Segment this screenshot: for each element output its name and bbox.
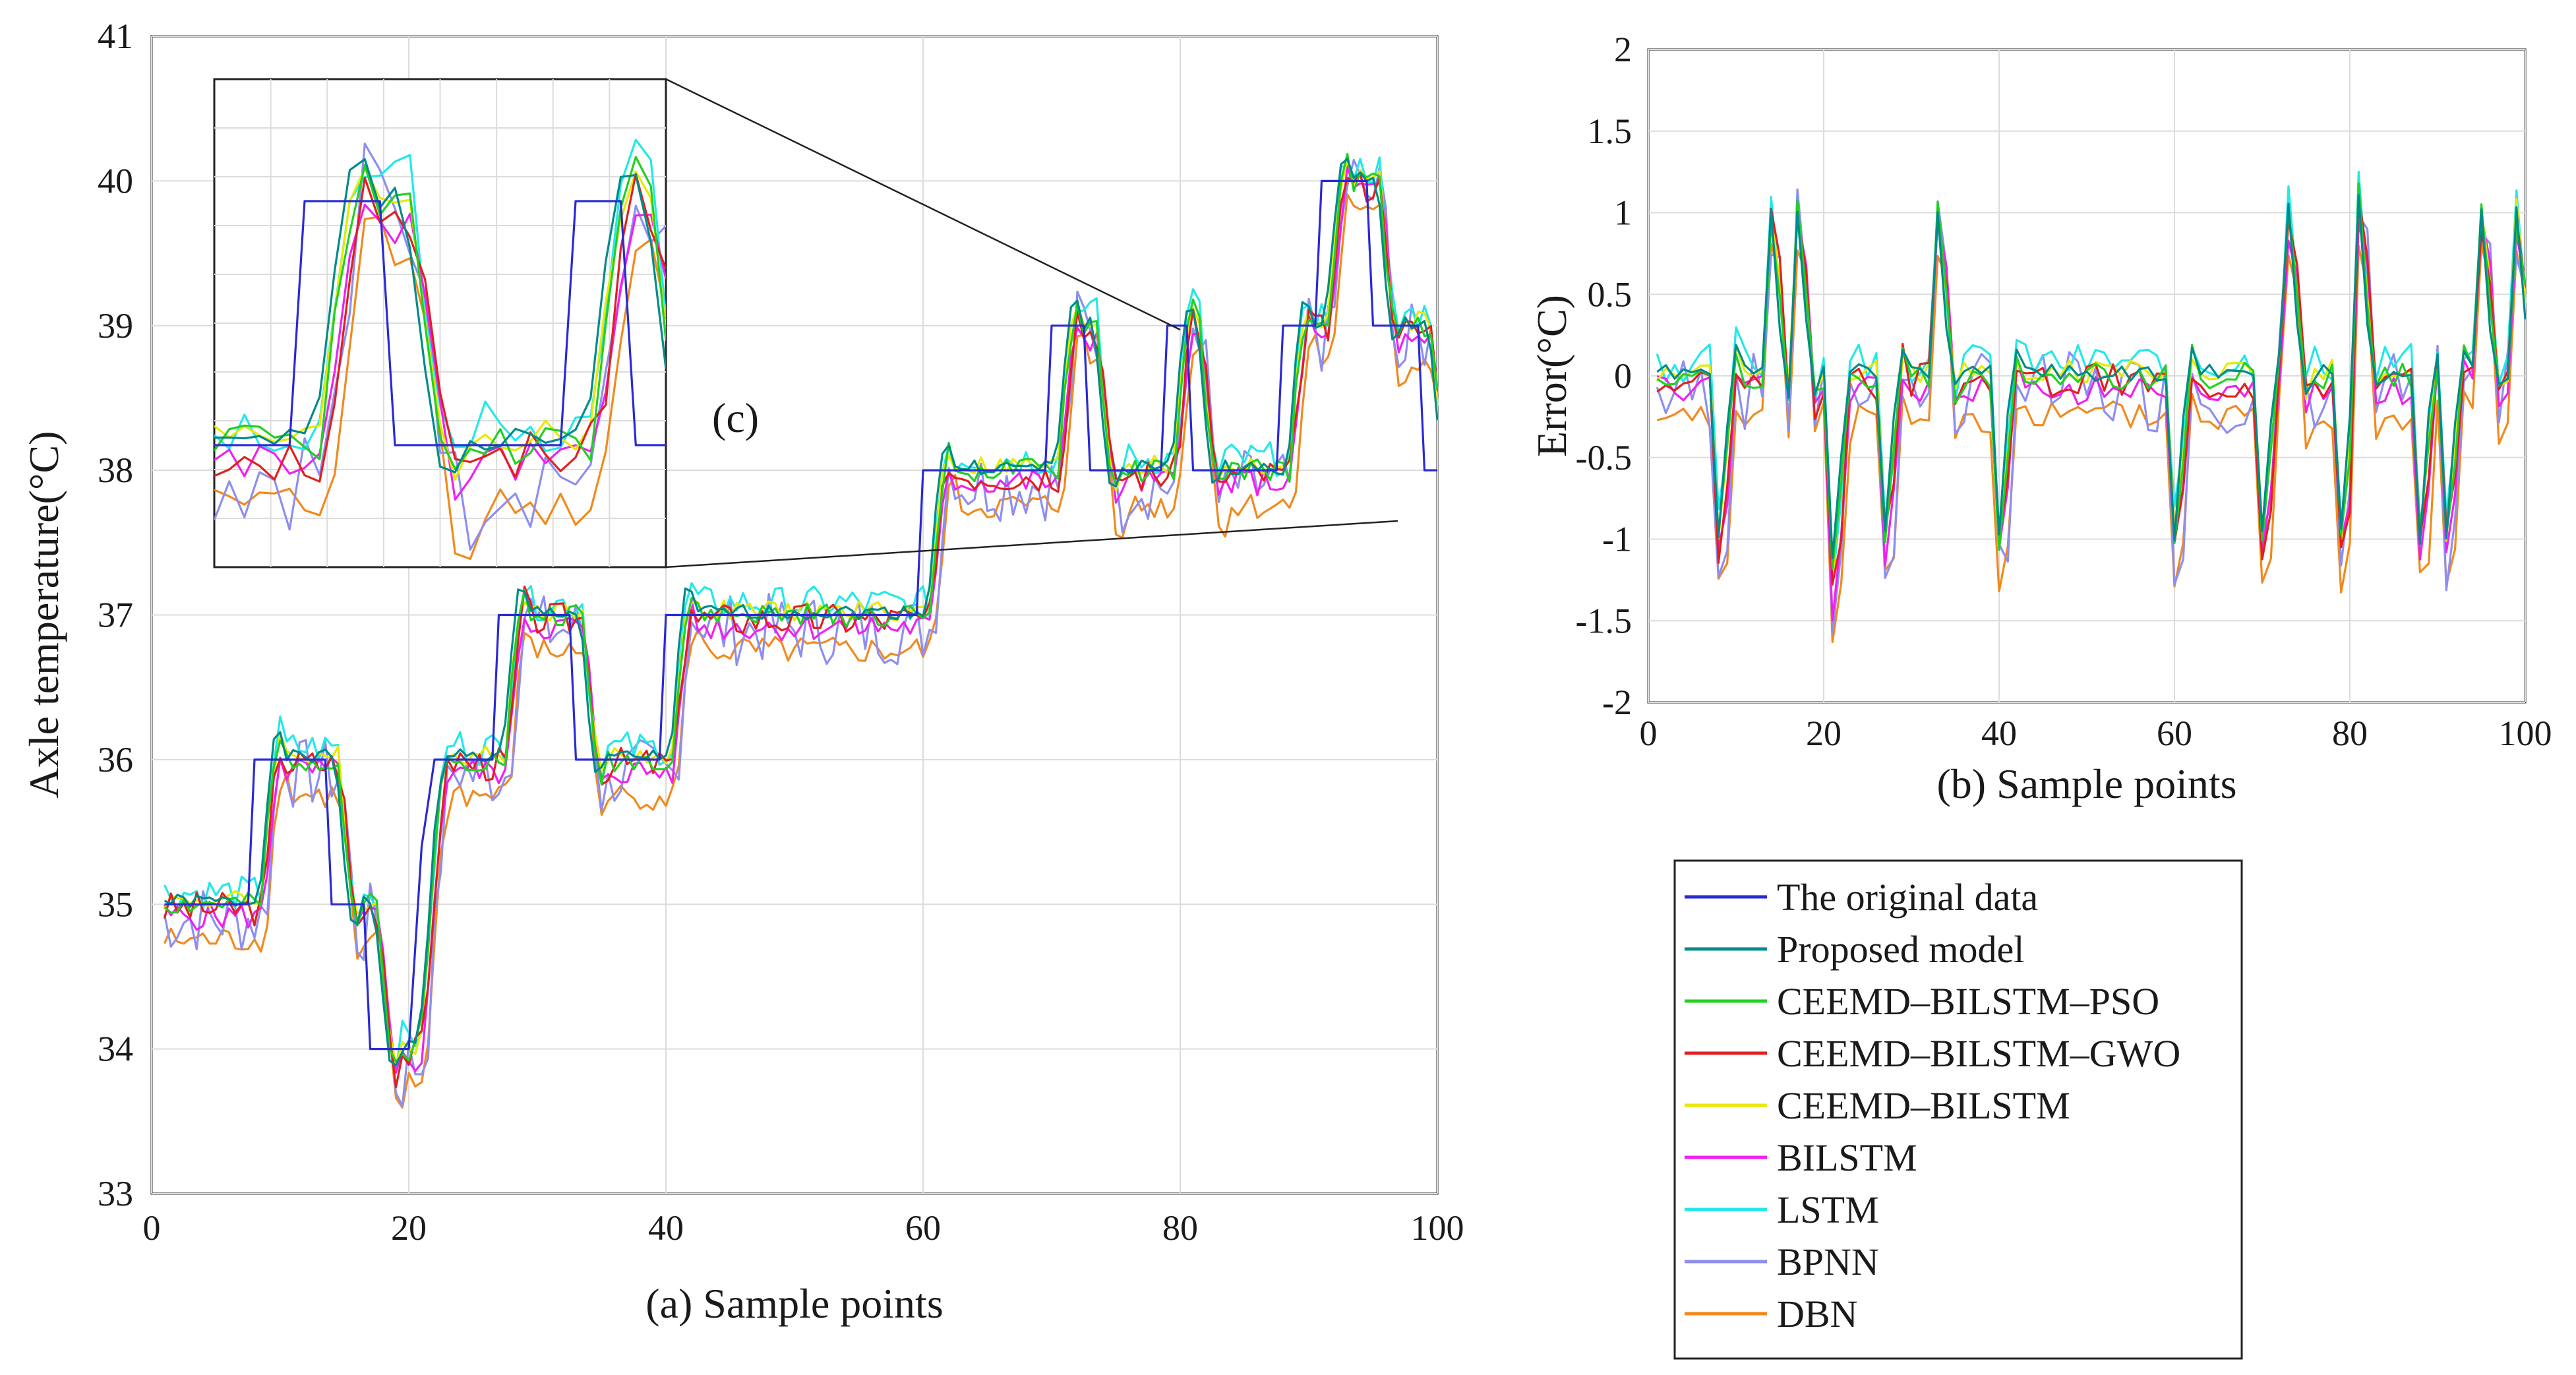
b-ytick-1: 1 [1614, 193, 1632, 233]
chart-b-xlabel: (b) Sample points [1936, 760, 2236, 807]
a-ytick-38: 38 [98, 450, 133, 490]
legend-entry: The original data [1685, 876, 2038, 919]
chart-a-temperature: 0 20 40 60 80 100 33 34 35 36 37 38 39 40 41 (a) Sampl… [20, 16, 1464, 1327]
b-ytick-0.5: 0.5 [1588, 274, 1632, 314]
b-xtick-20: 20 [1806, 714, 1842, 753]
legend-entries: The original data Proposed model CEEMD–BIL… [1685, 876, 2180, 1335]
inset-line-bpnn [214, 142, 666, 551]
a-xtick-40: 40 [648, 1208, 684, 1248]
b-ytick--0.5: -0.5 [1576, 438, 1632, 477]
chart-b-ylabel: Error(°C) [1528, 295, 1575, 457]
b-ytick--1.5: -1.5 [1576, 601, 1632, 640]
b-ytick-0: 0 [1614, 356, 1632, 396]
chart-b-error: 0 20 40 60 80 100 -2 -1.5 -1 -0.5 0 0.5 1 1.5 2 (b) Sa… [1528, 30, 2552, 807]
b-ytick-1.5: 1.5 [1588, 111, 1632, 151]
legend-label: Proposed model [1777, 928, 2024, 971]
b-line-proposed-model [1656, 194, 2527, 560]
legend-entry: BILSTM [1685, 1136, 1917, 1179]
a-ytick-34: 34 [98, 1029, 133, 1069]
a-xtick-20: 20 [391, 1208, 427, 1248]
legend-entry: CEEMD–BILSTM–GWO [1685, 1032, 2180, 1075]
chart-a-ylabel: Axle temperature(°C) [20, 431, 67, 799]
chart-a-xlabel: (a) Sample points [645, 1280, 943, 1327]
legend: The original data Proposed model CEEMD–BIL… [1673, 859, 2243, 1360]
legend-box [1673, 859, 2243, 1360]
legend-entry: LSTM [1685, 1188, 1879, 1231]
legend-label: CEEMD–BILSTM–GWO [1777, 1032, 2180, 1075]
inset-connector-bottom [665, 520, 1398, 568]
a-line-ceemd-bilstm-gwo [163, 171, 1439, 1089]
b-xtick-100: 100 [2499, 714, 2552, 753]
a-line-original-data [164, 179, 1437, 1051]
b-ytick-2: 2 [1614, 30, 1632, 69]
b-line-ceemd-bilstm-pso [1656, 182, 2527, 570]
legend-label: LSTM [1777, 1188, 1879, 1231]
inset-line-original-data [214, 200, 666, 446]
b-xtick-80: 80 [2332, 714, 2368, 753]
a-ytick-40: 40 [98, 161, 133, 200]
a-ytick-36: 36 [98, 740, 133, 779]
a-ytick-37: 37 [98, 596, 133, 635]
b-xtick-40: 40 [1981, 714, 2017, 753]
inset-label: (c) [712, 394, 759, 441]
chart-b-series [1656, 170, 2527, 643]
legend-label: DBN [1777, 1293, 1857, 1335]
chart-a-ticks: 0 20 40 60 80 100 33 34 35 36 37 38 39 40 41 [98, 16, 1464, 1248]
legend-label: CEEMD–BILSTM–PSO [1777, 980, 2159, 1023]
chart-b-ticks: 0 20 40 60 80 100 -2 -1.5 -1 -0.5 0 0.5 1 1.5 2 [1576, 30, 2552, 753]
legend-label: BILSTM [1777, 1136, 1917, 1179]
a-xtick-0: 0 [143, 1208, 161, 1248]
inset-series [214, 138, 666, 561]
chart-a-series [163, 152, 1439, 1109]
legend-label: CEEMD–BILSTM [1777, 1084, 2070, 1127]
legend-entry: DBN [1685, 1293, 1857, 1335]
legend-label: The original data [1777, 876, 2038, 919]
a-line-ceemd-bilstm-pso [164, 152, 1439, 1063]
a-ytick-33: 33 [98, 1174, 133, 1213]
inset-connector-top [665, 78, 1181, 331]
legend-entry: CEEMD–BILSTM [1685, 1084, 2070, 1127]
a-xtick-100: 100 [1411, 1208, 1464, 1248]
b-xtick-60: 60 [2157, 714, 2192, 753]
a-xtick-60: 60 [905, 1208, 941, 1248]
a-xtick-80: 80 [1162, 1208, 1198, 1248]
legend-entry: Proposed model [1685, 928, 2024, 971]
a-ytick-35: 35 [98, 884, 133, 924]
a-ytick-41: 41 [98, 16, 133, 56]
a-ytick-39: 39 [98, 306, 133, 346]
b-ytick--2: -2 [1602, 683, 1632, 722]
legend-label: BPNN [1777, 1240, 1879, 1283]
legend-entry: CEEMD–BILSTM–PSO [1685, 980, 2159, 1023]
b-xtick-0: 0 [1640, 714, 1658, 753]
legend-entry: BPNN [1685, 1240, 1879, 1283]
chart-a-inset: (c) [213, 78, 1398, 568]
b-ytick--1: -1 [1602, 520, 1632, 559]
